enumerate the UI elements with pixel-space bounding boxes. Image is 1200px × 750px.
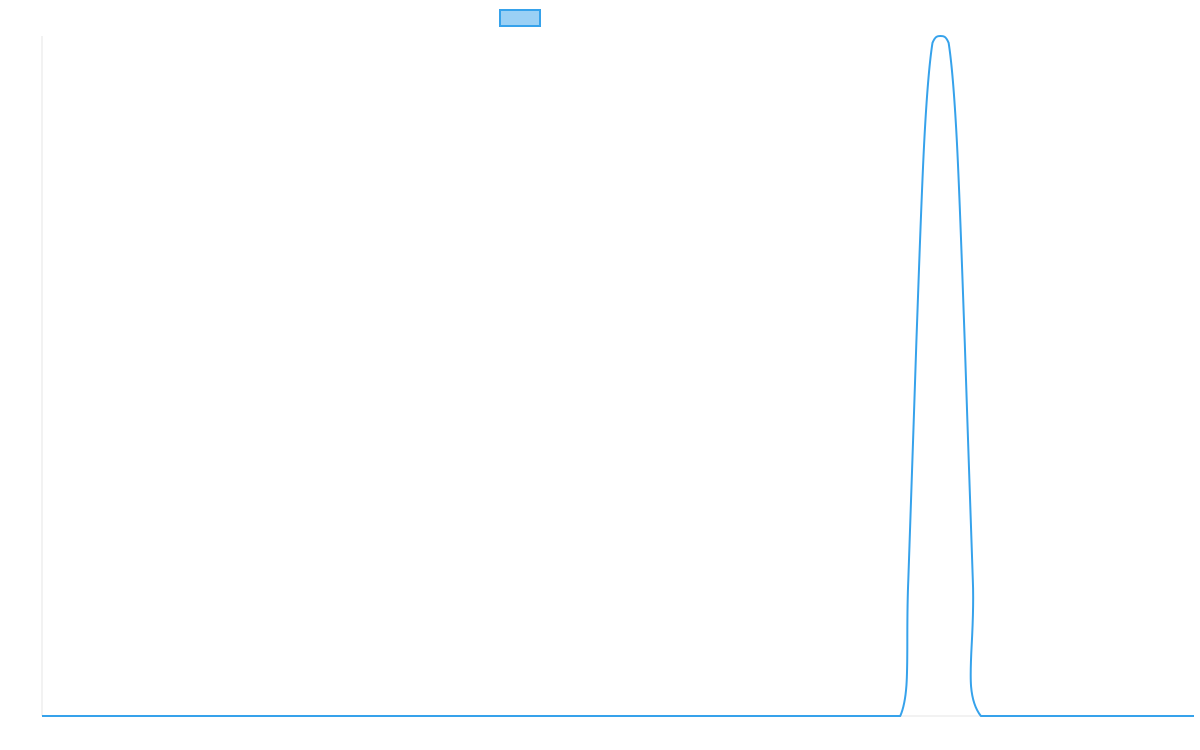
legend-swatch[interactable]	[499, 9, 541, 27]
series-line-0	[42, 35, 1194, 718]
